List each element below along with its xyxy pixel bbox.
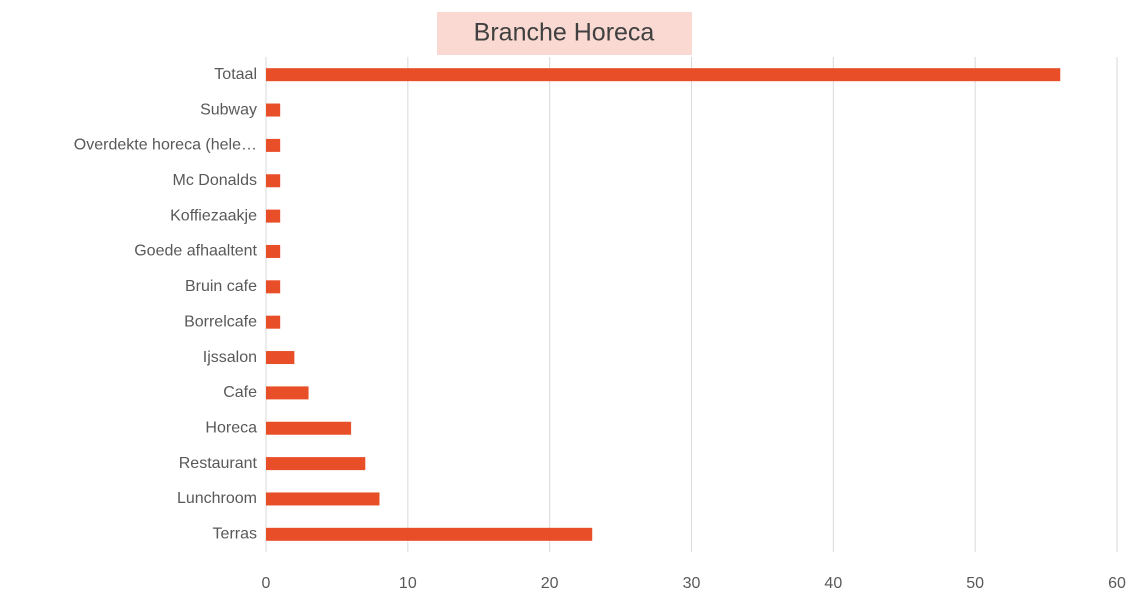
y-tick-label: Goede afhaaltent — [134, 243, 257, 260]
y-tick-label: Borrelcafe — [184, 313, 257, 330]
bar — [266, 386, 309, 400]
bar — [266, 421, 352, 435]
bar — [266, 68, 1061, 82]
y-tick-label: Overdekte horeca (hele… — [74, 137, 257, 154]
bar — [266, 351, 295, 365]
x-tick-label: 50 — [966, 575, 984, 592]
title-box — [437, 12, 692, 55]
bar — [266, 280, 281, 294]
x-tick-label: 20 — [541, 575, 559, 592]
y-tick-label: Lunchroom — [177, 490, 257, 507]
y-tick-label: Cafe — [223, 384, 257, 401]
bar — [266, 209, 281, 223]
x-tick-label: 60 — [1108, 575, 1126, 592]
x-tick-label: 0 — [262, 575, 271, 592]
y-tick-label: Bruin cafe — [185, 278, 257, 295]
bar — [266, 527, 593, 541]
bar — [266, 315, 281, 329]
bar — [266, 138, 281, 152]
y-tick-label: Totaal — [214, 66, 257, 83]
y-tick-label: Subway — [200, 101, 257, 118]
y-tick-label: Terras — [213, 526, 257, 543]
y-tick-label: Horeca — [205, 419, 257, 436]
bar — [266, 244, 281, 258]
bar — [266, 103, 281, 117]
chart-title: Branche Horeca — [474, 19, 655, 47]
x-tick-label: 30 — [683, 575, 701, 592]
bar — [266, 492, 380, 506]
bar — [266, 457, 366, 471]
y-tick-label: Ijssalon — [203, 349, 257, 366]
y-tick-label: Mc Donalds — [173, 172, 257, 189]
x-tick-label: 40 — [824, 575, 842, 592]
y-tick-label: Koffiezaakje — [170, 207, 257, 224]
bar — [266, 174, 281, 188]
y-tick-label: Restaurant — [179, 455, 258, 472]
x-tick-label: 10 — [399, 575, 417, 592]
